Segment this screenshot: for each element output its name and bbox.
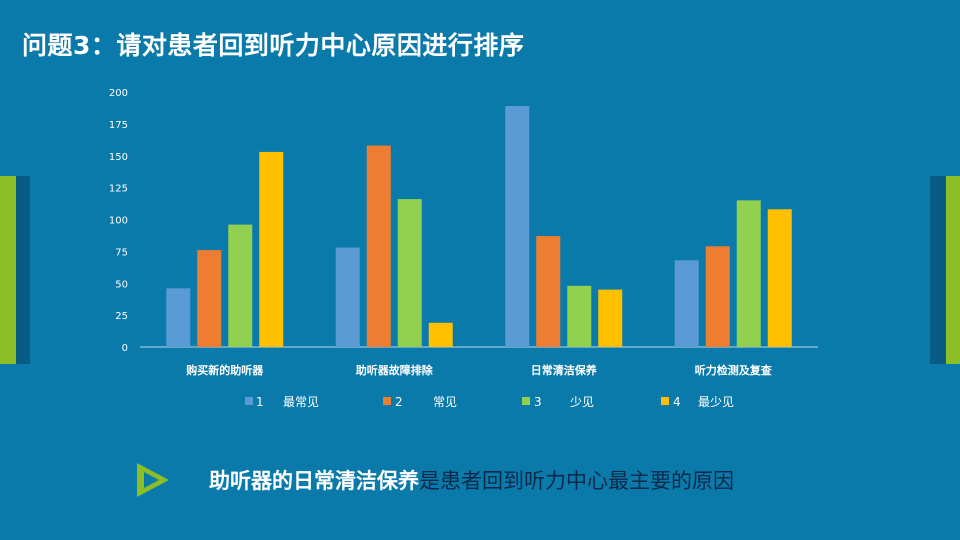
legend-label-3: 少见 <box>570 395 594 409</box>
bar-3-3 <box>567 285 592 347</box>
y-tick-label: 100 <box>109 216 128 227</box>
bar-3-1 <box>228 224 253 347</box>
category-label: 购买新的助听器 <box>186 363 264 377</box>
bar-chart: 0 25 50 75 100 125 150 175 200 购买新的助听器 助听器故障排除 日常清洁… <box>109 88 818 409</box>
conclusion-highlight: 助听器的日常清洁保养 <box>209 469 419 493</box>
legend-label-4: 最少见 <box>698 395 734 409</box>
left-green-accent-bar <box>0 176 16 364</box>
legend-label-2: 常见 <box>433 395 457 409</box>
legend-swatch-3 <box>522 397 530 405</box>
y-tick-label: 50 <box>115 279 128 290</box>
bar-1-1 <box>166 288 191 347</box>
legend-key-1: 1 <box>256 395 264 409</box>
bar-2-2 <box>366 145 391 347</box>
right-dark-accent-bar <box>930 176 946 364</box>
bar-3-2 <box>397 199 422 347</box>
y-tick-label: 125 <box>109 184 128 195</box>
y-tick-label: 200 <box>109 88 128 99</box>
y-tick-label: 175 <box>109 120 128 131</box>
bar-2-3 <box>536 236 561 347</box>
legend-label-1: 最常见 <box>283 395 319 409</box>
conclusion-text: 助听器的日常清洁保养是患者回到听力中心最主要的原因 <box>209 465 734 495</box>
y-tick-label: 75 <box>115 247 128 258</box>
bar-2-1 <box>197 250 222 347</box>
legend-key-3: 3 <box>534 395 542 409</box>
legend-swatch-4 <box>661 397 669 405</box>
bar-4-2 <box>428 322 453 347</box>
bar-3-4 <box>736 200 761 347</box>
legend-swatch-1 <box>245 397 253 405</box>
bar-4-1 <box>259 151 284 347</box>
category-label: 听力检测及复查 <box>695 363 772 377</box>
left-dark-accent-bar <box>16 176 30 364</box>
y-tick-label: 0 <box>122 343 128 354</box>
page-title: 问题3：请对患者回到听力中心原因进行排序 <box>22 31 525 60</box>
conclusion-rest: 是患者回到听力中心最主要的原因 <box>419 469 734 493</box>
category-label: 日常清洁保养 <box>531 363 598 377</box>
y-tick-label: 25 <box>115 311 128 322</box>
bar-4-4 <box>767 209 792 347</box>
legend-key-2: 2 <box>395 395 403 409</box>
legend-swatch-2 <box>383 397 391 405</box>
right-green-accent-bar <box>946 176 960 364</box>
y-tick-label: 150 <box>109 152 128 163</box>
conclusion: 助听器的日常清洁保养是患者回到听力中心最主要的原因 <box>137 463 734 497</box>
category-label: 助听器故障排除 <box>356 363 434 377</box>
play-arrow-icon <box>137 463 169 497</box>
bar-1-3 <box>505 106 530 348</box>
legend-key-4: 4 <box>673 395 681 409</box>
bar-1-4 <box>674 260 699 347</box>
bar-1-2 <box>335 247 360 347</box>
bar-2-4 <box>705 246 730 347</box>
bar-4-3 <box>598 289 623 347</box>
